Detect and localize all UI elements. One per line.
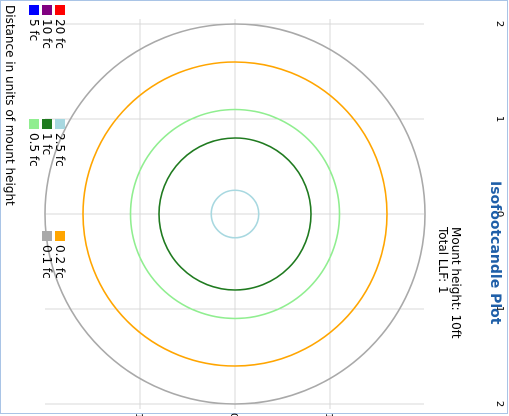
x-tick-label: 0 [494,211,505,217]
legend-label: 5 fc [27,19,41,42]
legend-swatch-10-fc [42,5,52,15]
mount-height-text: Mount height: 10ft [449,227,463,339]
x-tick-label: 2 [494,401,505,407]
contour-0-2-fc [82,61,388,367]
x-tick-label: 1 [494,306,505,312]
total-llf-text: Total LLF: 1 [436,227,450,294]
contour-0-5-fc [129,108,341,320]
x-tick-label: 1 [494,116,505,122]
legend-swatch-0-5-fc [29,119,39,129]
x-tick-label: 2 [494,21,505,27]
legend-swatch-20-fc [55,5,65,15]
legend-swatch-2-5-fc [55,119,65,129]
chart-title: Isofootcandle Plot [487,181,503,325]
legend-label: 2.5 fc [53,133,67,167]
legend-swatch-0-2-fc [55,231,65,241]
contour-1-fc [158,137,312,291]
legend-label: 20 fc [53,19,67,49]
legend-swatch-0-1-fc [42,231,52,241]
legend-label: 1 fc [40,133,54,156]
legend-swatch-1-fc [42,119,52,129]
contour-0-1-fc [44,23,426,405]
distance-footnote: Distance in units of mount height [3,5,17,206]
contour-2-5-fc [210,189,260,239]
legend-label: 0.5 fc [27,133,41,167]
legend-label: 10 fc [40,19,54,49]
legend-label: 0.2 fc [53,245,67,279]
legend-swatch-5-fc [29,5,39,15]
legend-label: 0.1 fc [40,245,54,279]
